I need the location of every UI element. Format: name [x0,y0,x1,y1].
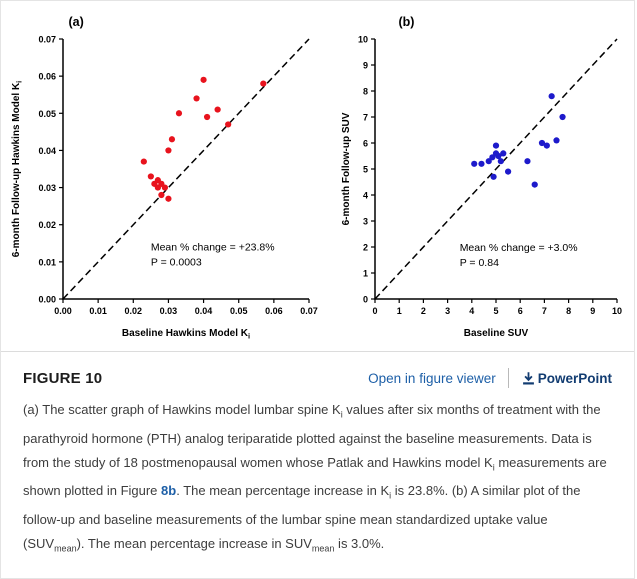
svg-text:P = 0.84: P = 0.84 [459,257,498,269]
svg-text:0.00: 0.00 [38,295,56,305]
svg-text:P = 0.0003: P = 0.0003 [150,257,201,269]
svg-text:0.03: 0.03 [159,306,177,316]
svg-text:Mean % change = +23.8%: Mean % change = +23.8% [150,242,274,254]
svg-text:9: 9 [362,61,367,71]
svg-text:0.00: 0.00 [54,306,72,316]
svg-text:0.06: 0.06 [265,306,283,316]
figure-actions: Open in figure viewer PowerPoint [368,368,612,388]
svg-text:1: 1 [396,306,401,316]
caption-subscript: i [492,462,495,473]
powerpoint-label: PowerPoint [537,370,612,386]
svg-text:3: 3 [445,306,450,316]
svg-text:Mean % change = +3.0%: Mean % change = +3.0% [459,242,577,254]
svg-text:7: 7 [541,306,546,316]
caption-segment: ). The mean percentage increase in SUV [76,535,312,551]
caption-segment: is 23.8%. (b) A similar plot of the foll… [23,483,581,551]
panel-a-label: (a) [68,15,84,29]
scatter-chart-a: 0.00 0.01 0.02 0.03 0.04 0.05 0.06 0.07 0.00 0.01… [11,35,318,341]
caption-subscript: mean [54,543,77,554]
svg-text:Baseline SUV: Baseline SUV [463,328,528,339]
figure-8b-link[interactable]: 8b [161,483,177,499]
download-icon [522,371,534,384]
links-divider [507,368,509,388]
caption-segment: values after six months of treatment wit… [23,402,601,470]
svg-text:6-month Follow-up SUV: 6-month Follow-up SUV [341,112,352,225]
svg-text:8: 8 [566,306,571,316]
svg-text:0: 0 [362,295,367,305]
svg-text:0.06: 0.06 [38,72,56,82]
svg-text:3: 3 [362,217,367,227]
svg-text:0.03: 0.03 [38,183,56,193]
svg-text:10: 10 [357,35,367,45]
svg-text:1: 1 [362,269,367,279]
svg-text:0.04: 0.04 [194,306,212,316]
svg-text:4: 4 [469,306,474,316]
svg-text:6: 6 [362,139,367,149]
panel-b-label: (b) [398,15,415,29]
svg-text:0.07: 0.07 [300,306,318,316]
svg-text:0: 0 [372,306,377,316]
svg-text:0.02: 0.02 [38,220,56,230]
svg-text:0.01: 0.01 [89,306,107,316]
svg-text:0.05: 0.05 [229,306,247,316]
figure-title: FIGURE 10 [23,369,103,387]
open-figure-viewer-link[interactable]: Open in figure viewer [368,370,496,386]
svg-text:8: 8 [362,87,367,97]
figure-caption: FIGURE 10 Open in figure viewer PowerPoi… [1,351,634,578]
svg-text:0.02: 0.02 [124,306,142,316]
svg-text:4: 4 [362,191,367,201]
figure-10-image[interactable]: (a) 0.00 0.01 0.02 0.03 0.04 0.05 0.06 0.07 0.00… [1,1,634,341]
caption-segment: (a) The scatter graph of Hawkins model l… [23,402,341,417]
svg-text:2: 2 [420,306,425,316]
svg-text:7: 7 [362,113,367,123]
svg-text:6: 6 [517,306,522,316]
svg-text:0.04: 0.04 [38,146,56,156]
svg-text:0.05: 0.05 [38,109,56,119]
svg-text:9: 9 [590,306,595,316]
caption-segment: is 3.0%. [334,535,385,551]
caption-header: FIGURE 10 Open in figure viewer PowerPoi… [23,368,612,388]
panel-b: (b) 0 1 2 3 4 5 6 7 8 9 10 0 1 2 3 4 5 6 7 8 9 10 Mean % chang… [337,13,629,341]
svg-text:0.07: 0.07 [38,35,56,45]
svg-text:5: 5 [493,306,498,316]
caption-segment: measurements are shown plotted in Figure [23,454,607,499]
svg-text:10: 10 [611,306,621,316]
scatter-chart-b: 0 1 2 3 4 5 6 7 8 9 10 0 1 2 3 4 5 6 7 8 9 10 Mean % change = … [341,35,622,340]
caption-subscript: mean [311,543,335,554]
svg-text:0.01: 0.01 [38,257,56,267]
powerpoint-download-link[interactable]: PowerPoint [521,371,612,386]
svg-text:Baseline Hawkins Model Ki: Baseline Hawkins Model Ki [121,328,249,341]
caption-segment: . The mean percentage increase in K [176,483,390,499]
svg-text:6-month Follow-up Hawkins Mode: 6-month Follow-up Hawkins Model Ki [11,81,24,258]
caption-subscript: i [389,490,392,501]
svg-text:5: 5 [362,165,367,175]
caption-text: (a) The scatter graph of Hawkins model l… [23,398,612,560]
caption-subscript: i [340,409,343,420]
panel-a: (a) 0.00 0.01 0.02 0.03 0.04 0.05 0.06 0.07 0.00… [7,13,321,341]
svg-text:2: 2 [362,243,367,253]
